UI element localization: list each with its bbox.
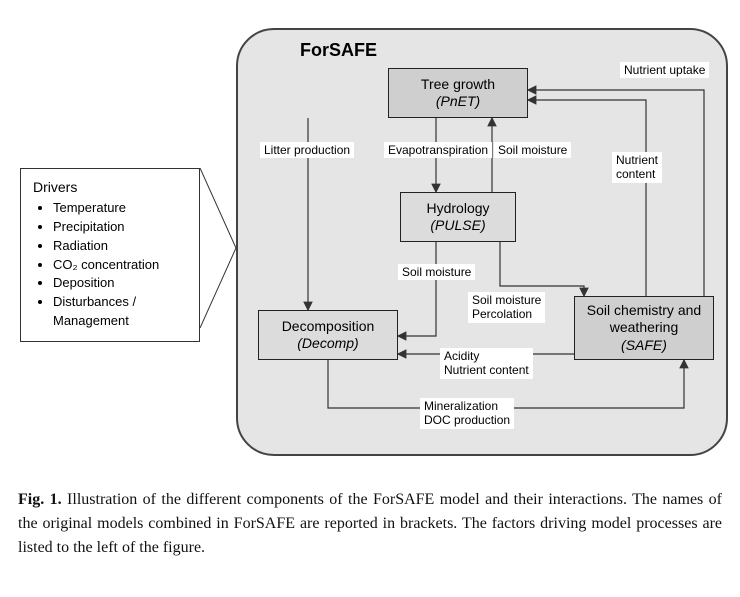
node-model: (PULSE) bbox=[430, 217, 485, 235]
node-title: Decomposition bbox=[282, 318, 375, 336]
edge-label-evapotranspiration: Evapotranspiration bbox=[384, 142, 492, 158]
node-title: Hydrology bbox=[426, 200, 489, 218]
edge-label-acidity: AcidityNutrient content bbox=[440, 348, 533, 379]
node-soil-chemistry: Soil chemistry and weathering (SAFE) bbox=[574, 296, 714, 360]
edge-label-nutrient-uptake: Nutrient uptake bbox=[620, 62, 709, 78]
drivers-list-item: Precipitation bbox=[53, 218, 187, 237]
diagram-area: ForSAFE Drivers TemperaturePrecipitation… bbox=[0, 0, 740, 480]
node-title: Tree growth bbox=[421, 76, 495, 94]
forsafe-title: ForSAFE bbox=[300, 40, 377, 61]
edge-label-mineralization: MineralizationDOC production bbox=[420, 398, 514, 429]
edge-label-soil-moisture-up: Soil moisture bbox=[494, 142, 571, 158]
drivers-list-item: Deposition bbox=[53, 274, 187, 293]
node-tree-growth: Tree growth (PnET) bbox=[388, 68, 528, 118]
node-hydrology: Hydrology (PULSE) bbox=[400, 192, 516, 242]
edge-label-soil-moisture-down: Soil moisture bbox=[398, 264, 475, 280]
drivers-box: Drivers TemperaturePrecipitationRadiatio… bbox=[20, 168, 200, 342]
figure-caption: Fig. 1. Illustration of the different co… bbox=[18, 488, 722, 560]
drivers-list-item: CO₂ concentration bbox=[53, 256, 187, 275]
drivers-list-item: Disturbances / Management bbox=[53, 293, 187, 331]
drivers-list-item: Temperature bbox=[53, 199, 187, 218]
edge-label-nutrient-content: Nutrientcontent bbox=[612, 152, 662, 183]
caption-body: Illustration of the different components… bbox=[18, 491, 722, 556]
node-title: Soil chemistry and weathering bbox=[581, 302, 707, 337]
drivers-arrow-icon bbox=[200, 168, 238, 328]
drivers-list-item: Radiation bbox=[53, 237, 187, 256]
drivers-list: TemperaturePrecipitationRadiationCO₂ con… bbox=[33, 199, 187, 331]
edge-label-soil-moisture-perc: Soil moisturePercolation bbox=[468, 292, 545, 323]
caption-prefix: Fig. 1. bbox=[18, 491, 62, 508]
node-model: (PnET) bbox=[436, 93, 480, 111]
node-model: (Decomp) bbox=[297, 335, 358, 353]
node-decomposition: Decomposition (Decomp) bbox=[258, 310, 398, 360]
edge-label-litter-production: Litter production bbox=[260, 142, 354, 158]
drivers-title: Drivers bbox=[33, 179, 187, 195]
node-model: (SAFE) bbox=[621, 337, 667, 355]
